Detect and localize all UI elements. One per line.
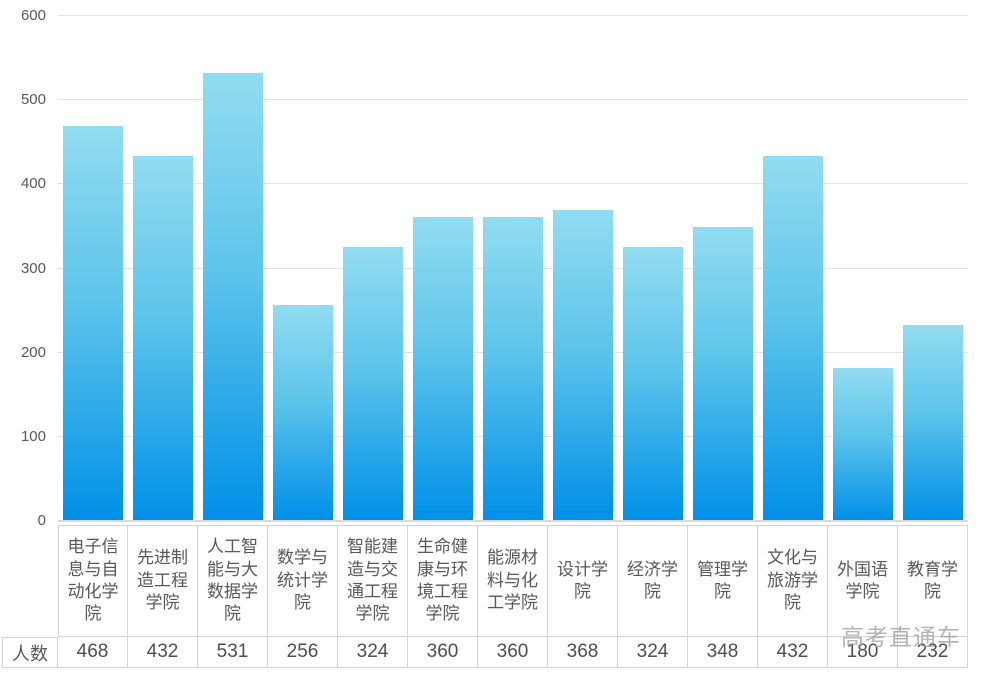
value-cell: 180: [828, 637, 898, 668]
x-axis-line: [58, 520, 968, 522]
chart-bar: [483, 217, 543, 520]
value-cell: 432: [128, 637, 198, 668]
chart-bar: [203, 73, 263, 520]
category-label-cell: 管理学院: [688, 525, 758, 637]
gridline: [58, 99, 968, 100]
table-corner-cell: [2, 525, 58, 637]
category-label-cell: 经济学院: [618, 525, 688, 637]
category-label-cell: 设计学院: [548, 525, 618, 637]
value-cell: 360: [408, 637, 478, 668]
category-label-cell: 能源材料与化工学院: [478, 525, 548, 637]
chart-bar: [63, 126, 123, 520]
chart-bar: [133, 156, 193, 520]
y-axis-tick-label: 600: [20, 7, 46, 24]
chart-bar: [343, 247, 403, 520]
chart-bar: [693, 227, 753, 520]
y-axis-tick-label: 200: [20, 344, 46, 361]
chart-bar: [903, 325, 963, 520]
watermark: 高考直通车: [841, 624, 961, 650]
series-row-header: 人数: [2, 637, 58, 668]
y-axis-tick-label: 400: [20, 175, 46, 192]
value-cell: 324: [618, 637, 688, 668]
y-axis-tick-label: 300: [20, 260, 46, 277]
y-axis-tick-label: 500: [20, 91, 46, 108]
category-label-cell: 人工智能与大数据学院: [198, 525, 268, 637]
chart-bar: [273, 305, 333, 520]
category-label-cell: 教育学院: [898, 525, 968, 637]
gridline: [58, 15, 968, 16]
category-label-cell: 生命健康与环境工程学院: [408, 525, 478, 637]
value-cell: 232: [898, 637, 968, 668]
category-label-cell: 文化与旅游学院: [758, 525, 828, 637]
value-cell: 256: [268, 637, 338, 668]
value-cell: 468: [58, 637, 128, 668]
chart-bar: [763, 156, 823, 520]
gridline: [58, 183, 968, 184]
value-cell: 368: [548, 637, 618, 668]
category-label-cell: 外国语学院: [828, 525, 898, 637]
chart-data-table: 电子信息与自动化学院 先进制造工程学院 人工智能与大数据学院 数学与统计学院 智能建造与…: [2, 525, 968, 668]
chart-bar: [413, 217, 473, 520]
chart-bar: [833, 368, 893, 520]
value-cell: 432: [758, 637, 828, 668]
category-label-cell: 先进制造工程学院: [128, 525, 198, 637]
chart-bar: [623, 247, 683, 520]
y-axis-tick-label: 0: [37, 512, 46, 529]
value-cell: 360: [478, 637, 548, 668]
value-cell: 348: [688, 637, 758, 668]
category-label-cell: 智能建造与交通工程学院: [338, 525, 408, 637]
category-label-cell: 电子信息与自动化学院: [58, 525, 128, 637]
y-axis-tick-label: 100: [20, 428, 46, 445]
value-cell: 324: [338, 637, 408, 668]
category-label-cell: 数学与统计学院: [268, 525, 338, 637]
chart-bar: [553, 210, 613, 520]
value-cell: 531: [198, 637, 268, 668]
